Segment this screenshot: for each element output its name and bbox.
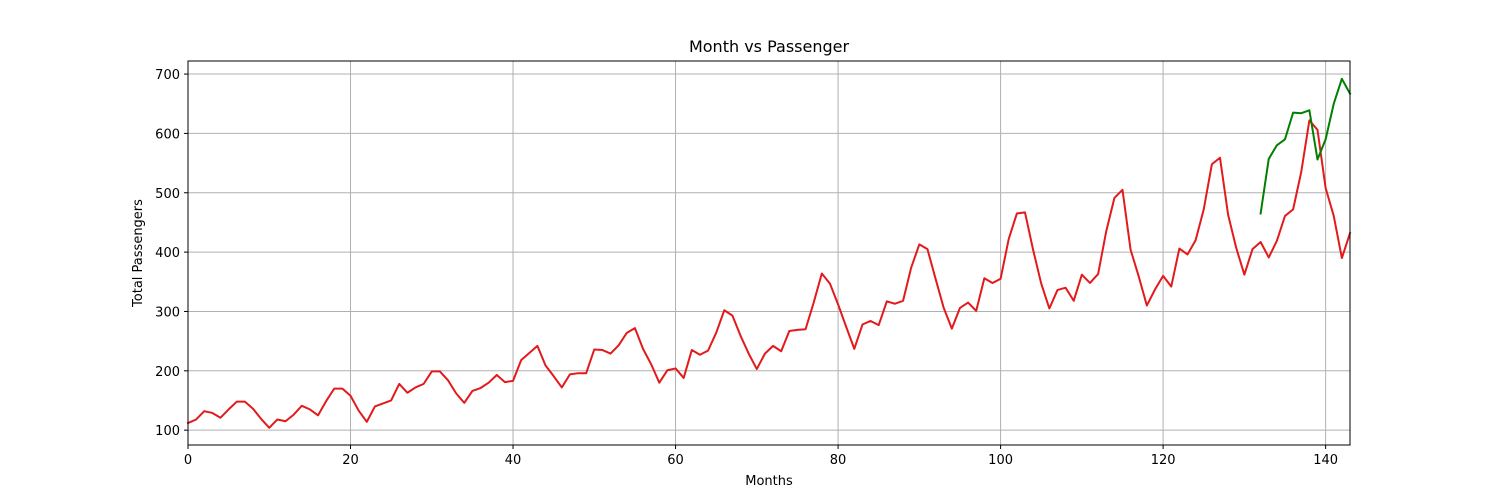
y-tick-label: 100 <box>155 424 180 439</box>
x-tick-label: 40 <box>505 453 522 468</box>
series-line-2 <box>1259 77 1352 215</box>
grid <box>187 61 1350 445</box>
x-axis-label: Months <box>745 474 793 489</box>
y-tick-label: 500 <box>155 187 180 202</box>
series-line-1 <box>186 119 1352 429</box>
y-axis-label: Total Passengers <box>131 199 146 308</box>
x-tick-label: 120 <box>1151 453 1176 468</box>
series-lines <box>186 77 1352 429</box>
x-tick-label: 60 <box>667 453 684 468</box>
y-tick-label: 200 <box>155 365 180 380</box>
y-tick-label: 300 <box>155 305 180 320</box>
plot-frame <box>187 60 1351 446</box>
x-tick-label: 80 <box>830 453 847 468</box>
y-tick-label: 400 <box>155 246 180 261</box>
y-axis: 100 200 300 400 500 600 700 <box>155 68 188 439</box>
y-tick-label: 600 <box>155 127 180 142</box>
chart-title: Month vs Passenger <box>689 37 850 56</box>
x-tick-label: 100 <box>988 453 1013 468</box>
y-tick-label: 700 <box>155 68 180 83</box>
x-tick-label: 140 <box>1313 453 1338 468</box>
x-axis: 0 20 40 60 80 100 120 140 <box>184 445 1338 468</box>
x-tick-label: 0 <box>184 453 192 468</box>
x-tick-label: 20 <box>342 453 359 468</box>
